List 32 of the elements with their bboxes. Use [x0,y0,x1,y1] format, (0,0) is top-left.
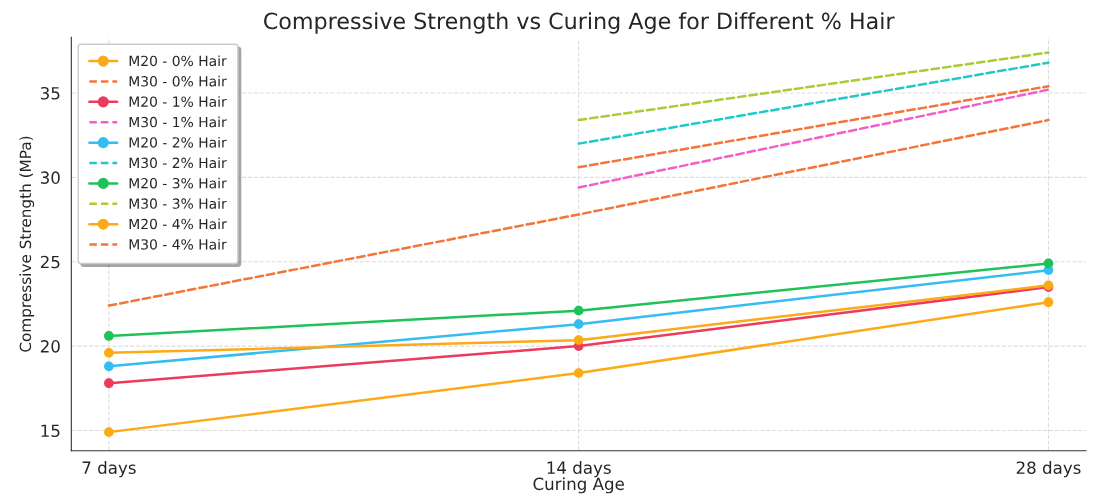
legend-label: M30 - 3% Hair [129,198,227,209]
point [573,335,584,346]
legend-label: M30 - 2% Hair [129,157,227,169]
point [104,378,114,389]
y-tick-label: 20 [40,340,60,353]
y-tick-label: 30 [40,171,60,184]
legend-label: M20 - 0% Hair [129,55,227,67]
x-axis-title: Curing Age [533,477,624,494]
y-axis-title: Compressive Strength (MPa) [19,136,35,352]
x-tick-label: 28 days [1016,461,1081,478]
point [104,361,114,372]
point [1043,297,1054,308]
point [573,305,584,316]
legend-label: M30 - 0% Hair [129,75,227,87]
legend-label: M30 - 1% Hair [129,116,227,128]
legend-label: M20 - 4% Hair [129,218,227,230]
point [104,331,114,341]
point [573,368,584,378]
x-tick-label: 7 days [82,461,136,478]
point [104,347,114,358]
legend-label: M20 - 1% Hair [129,96,227,107]
point [573,319,584,330]
chart-title: Compressive Strength vs Curing Age for Different % Hair [264,12,895,34]
point [104,427,114,437]
point [1043,258,1054,269]
legend-label: M30 - 4% Hair [129,238,227,250]
legend-label: M20 - 2% Hair [129,136,227,148]
x-tick-label: 14 days [547,461,611,478]
y-tick-label: 15 [41,424,60,438]
y-tick-label: 35 [40,86,60,100]
y-tick-label: 25 [40,255,60,269]
legend-label: M20 - 3% Hair [129,177,227,189]
